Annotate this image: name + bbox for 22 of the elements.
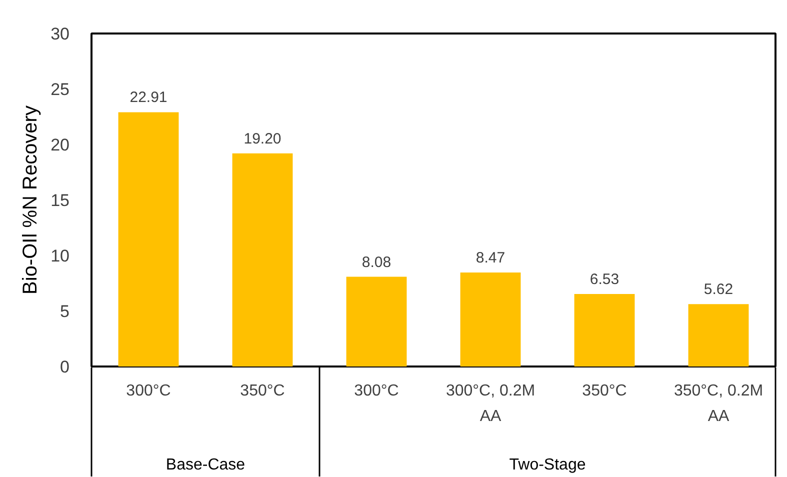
y-tick-label: 30 bbox=[50, 24, 70, 44]
data-label: 22.91 bbox=[130, 89, 168, 106]
data-label: 6.53 bbox=[590, 271, 620, 288]
text: Base-Case bbox=[166, 456, 246, 474]
x-tick-label: 350°C bbox=[582, 382, 627, 400]
data-label: 8.47 bbox=[476, 249, 506, 266]
y-tick-label: 20 bbox=[50, 136, 70, 154]
x-tick-label: 350°C bbox=[240, 382, 285, 400]
data-label: 8.08 bbox=[362, 254, 392, 271]
x-tick-label: 300°C, 0.2M AA bbox=[446, 382, 536, 425]
x-tick-label: 350°C, 0.2M AA bbox=[674, 382, 764, 425]
x-tick-label: 300°C bbox=[354, 382, 399, 400]
y-tick-label: 15 bbox=[50, 191, 70, 210]
y-axis-title: Bio-OIl %N Recovery bbox=[20, 106, 42, 294]
y-tick-label: 25 bbox=[50, 80, 70, 99]
y-tick-label: 10 bbox=[50, 246, 70, 266]
x-tick-label: 300°C bbox=[126, 382, 171, 400]
y-tick-label: 0 bbox=[60, 358, 70, 376]
data-label: 5.62 bbox=[704, 281, 734, 298]
y-tick-label: 5 bbox=[60, 302, 70, 321]
text: Two-Stage bbox=[509, 456, 586, 474]
data-label: 19.20 bbox=[244, 130, 282, 148]
